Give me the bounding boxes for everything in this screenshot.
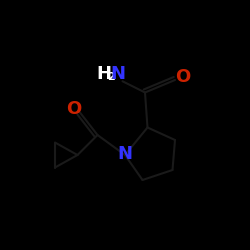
Text: 2: 2 — [106, 72, 114, 82]
Text: O: O — [66, 100, 82, 118]
Text: O: O — [175, 68, 190, 86]
Text: H: H — [96, 65, 111, 83]
Text: N: N — [118, 145, 132, 163]
Text: N: N — [110, 65, 126, 83]
